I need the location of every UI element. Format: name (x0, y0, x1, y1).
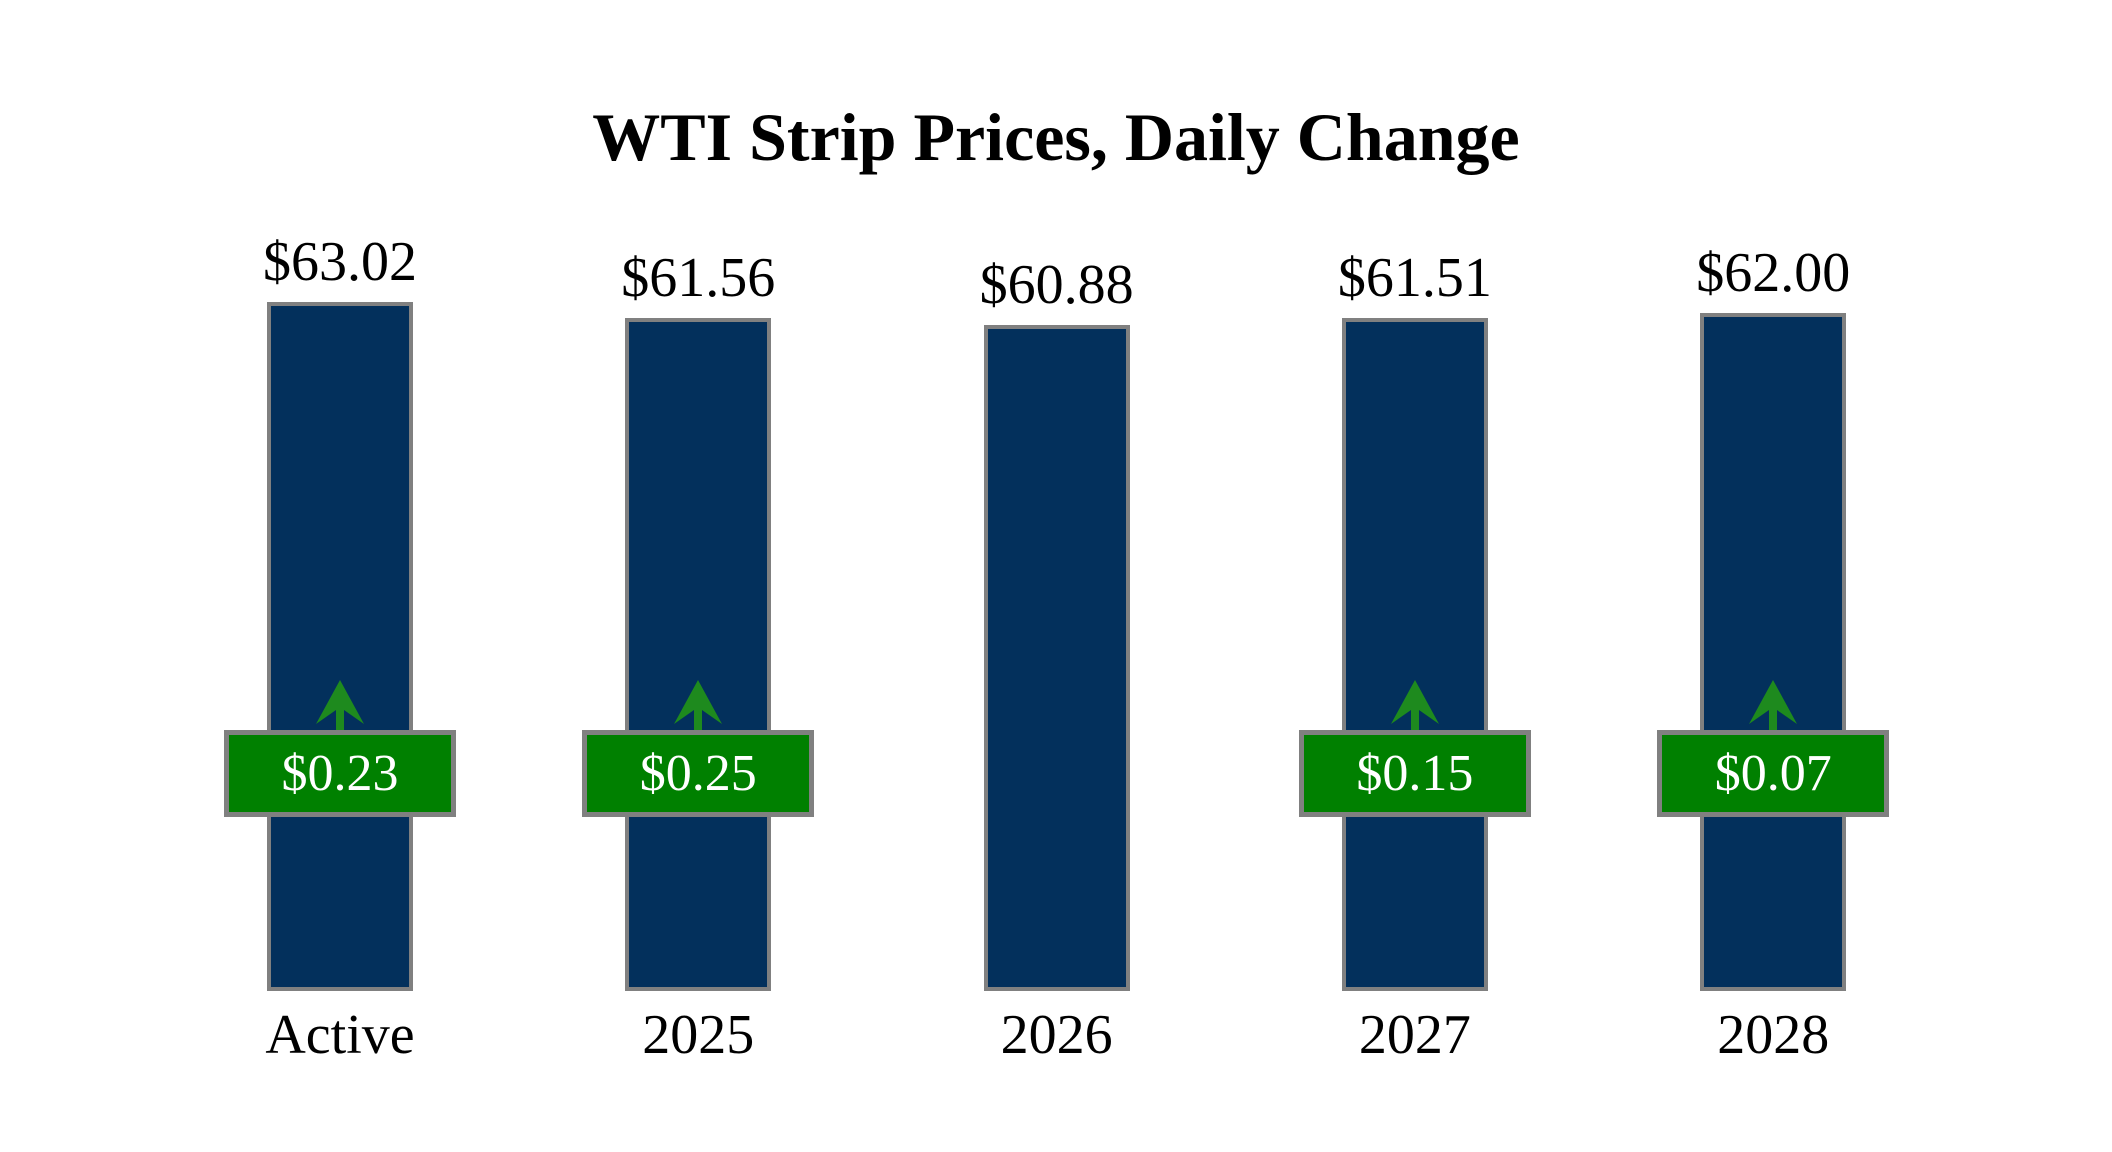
up-arrow-icon (671, 680, 725, 730)
daily-change-badge: $0.15 (1298, 730, 1531, 817)
bar-category-label: 2028 (1717, 1004, 1830, 1066)
daily-change-badge: $0.07 (1657, 730, 1890, 817)
bar (983, 325, 1130, 991)
bar-value-label: $60.88 (979, 254, 1134, 316)
daily-change-badge: $0.23 (224, 730, 456, 817)
bar (1341, 318, 1488, 991)
bar-value-label: $62.00 (1696, 242, 1851, 304)
bar-category-label: Active (265, 1004, 415, 1066)
up-arrow-icon (1388, 680, 1442, 730)
chart-title: WTI Strip Prices, Daily Change (592, 99, 1520, 175)
bar (1700, 313, 1847, 991)
bar-category-label: 2025 (642, 1004, 755, 1066)
bar-value-label: $63.02 (263, 231, 417, 293)
up-arrow-icon (313, 680, 367, 730)
bar-value-label: $61.56 (621, 247, 776, 309)
bar (267, 302, 413, 991)
bar-value-label: $61.51 (1337, 247, 1492, 309)
up-arrow-icon (1746, 680, 1800, 730)
daily-change-badge: $0.25 (582, 730, 815, 817)
bar-category-label: 2026 (1000, 1004, 1113, 1066)
bar-category-label: 2027 (1358, 1004, 1471, 1066)
bar (625, 318, 772, 991)
